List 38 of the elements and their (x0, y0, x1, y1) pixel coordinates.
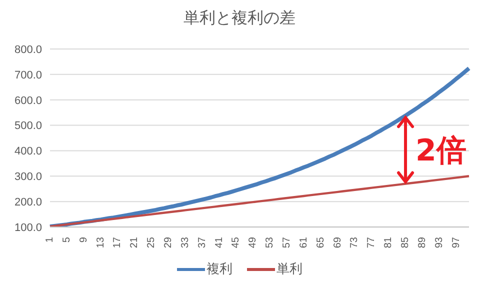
x-tick-label: 21 (129, 236, 140, 248)
x-tick-label: 81 (383, 236, 394, 248)
x-tick-label: 9 (78, 236, 90, 243)
y-tick-label: 300.0 (14, 171, 42, 184)
y-tick-label: 800.0 (14, 44, 42, 56)
y-tick-label: 600.0 (14, 94, 42, 107)
x-tick-label: 45 (230, 236, 242, 248)
chart-title: 単利と複利の差 (182, 8, 296, 29)
y-tick-label: 100.0 (14, 222, 42, 234)
y-tick-label: 200.0 (14, 196, 42, 208)
legend-label: 単利 (276, 260, 302, 278)
annotation: 2倍 (416, 134, 466, 169)
x-tick-label: 69 (332, 236, 344, 248)
x-tick-label: 5 (61, 236, 72, 243)
x-tick-label: 89 (416, 236, 428, 248)
x-tick-label: 33 (180, 236, 191, 248)
x-tick-label: 85 (400, 236, 412, 248)
x-tick-label: 1 (44, 236, 56, 243)
x-tick-label: 65 (315, 236, 326, 248)
legend-label: 複利 (206, 260, 232, 278)
x-tick-label: 29 (163, 236, 174, 248)
x-tick-label: 73 (349, 236, 360, 248)
y-tick-label: 500.0 (14, 120, 42, 132)
x-tick-label: 57 (282, 236, 293, 248)
x-tick-label: 77 (366, 236, 378, 248)
x-tick-label: 17 (112, 236, 124, 248)
x-tick-label: 93 (434, 236, 445, 248)
x-tick-label: 97 (450, 236, 462, 248)
x-tick-label: 61 (298, 236, 310, 248)
y-tick-label: 700.0 (14, 69, 42, 82)
x-tick-label: 37 (196, 236, 208, 248)
x-tick-label: 49 (248, 236, 259, 248)
x-tick-label: 41 (214, 236, 225, 248)
y-tick-label: 400.0 (14, 146, 42, 158)
x-tick-label: 13 (95, 236, 106, 248)
x-tick-label: 25 (146, 236, 158, 248)
x-tick-label: 53 (264, 236, 276, 248)
line-series (48, 175, 470, 227)
